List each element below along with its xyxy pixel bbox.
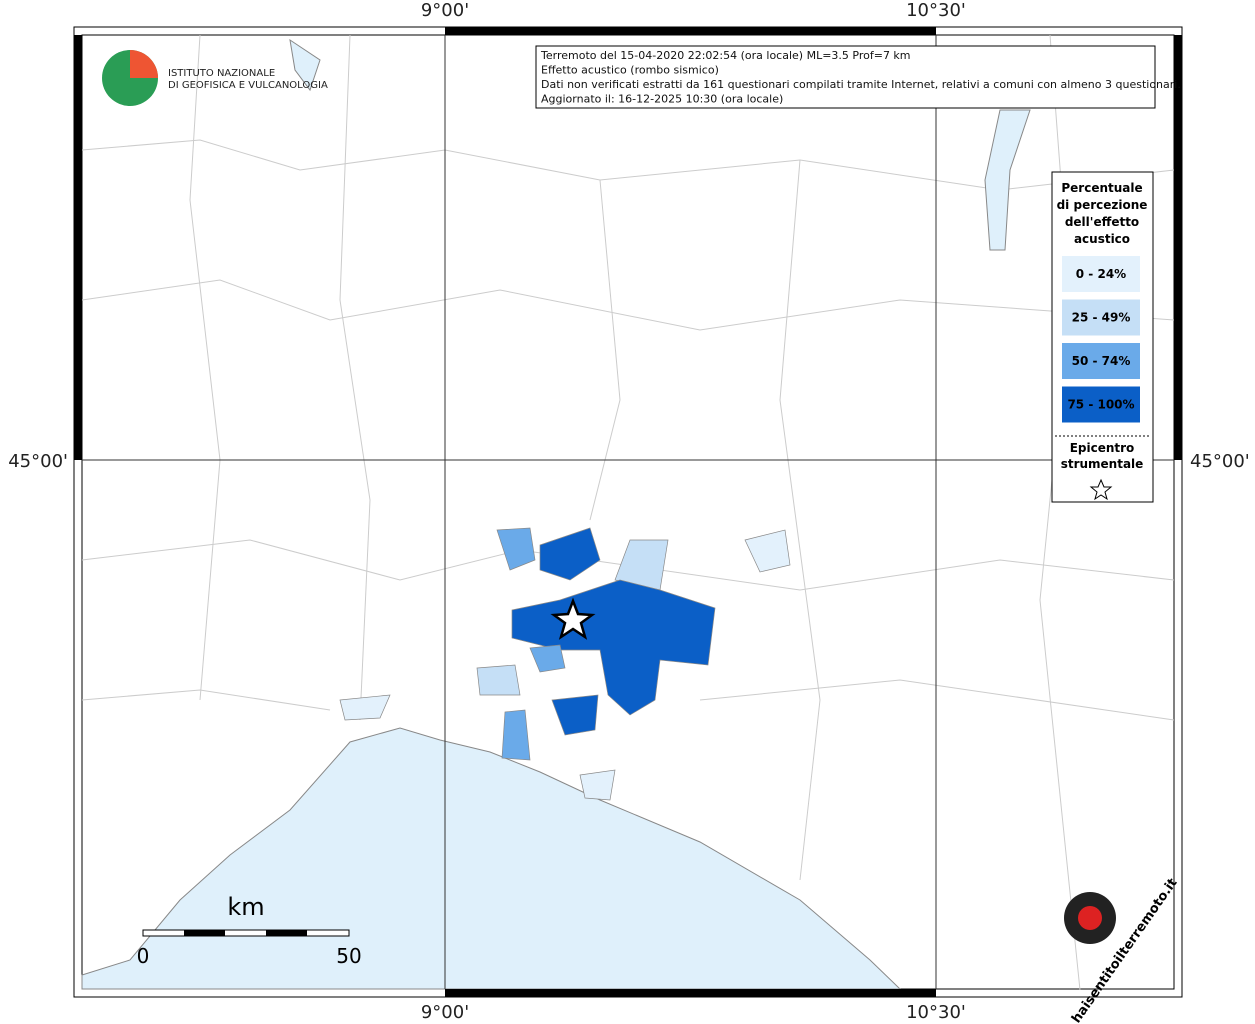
scale-unit: km [227, 893, 264, 921]
legend-swatch [1062, 386, 1140, 423]
scale-label: 0 [137, 944, 150, 968]
lon-label: 10°30' [906, 0, 966, 21]
legend-epicenter-label: Epicentro [1070, 441, 1135, 455]
logo-text: ISTITUTO NAZIONALE [168, 68, 275, 79]
legend-epicenter-label: strumentale [1061, 457, 1144, 471]
scale-label: 50 [336, 944, 361, 968]
sea [81, 727, 902, 990]
epicenter [550, 597, 596, 640]
legend-swatch [1062, 343, 1140, 379]
graticule [82, 35, 1174, 989]
info-line: Effetto acustico (rombo sismico) [541, 64, 719, 77]
scalebar [142, 929, 350, 937]
lake [984, 109, 1031, 251]
info-box [535, 45, 1156, 109]
legend [1051, 171, 1154, 503]
legend-label: 0 - 24% [1076, 267, 1126, 281]
legend-title: Percentuale [1061, 181, 1142, 195]
info-line: Dati non verificati estratti da 161 ques… [541, 78, 1181, 91]
lon-label: 10°30' [906, 1002, 966, 1023]
legend-title: acustico [1074, 232, 1130, 246]
legend-title: di percezione [1057, 198, 1148, 212]
legend-epicenter [1089, 478, 1113, 501]
lat-label: 45°00' [1190, 451, 1250, 472]
lon-label: 9°00' [421, 0, 469, 21]
site-logo [1078, 906, 1102, 930]
logo-globe [130, 50, 158, 78]
legend-swatch [1062, 299, 1140, 336]
lat-label: 45°00' [8, 451, 68, 472]
lake [289, 38, 321, 92]
legend-label: 75 - 100% [1067, 398, 1134, 412]
info-line: Terremoto del 15-04-2020 22:02:54 (ora l… [540, 49, 911, 62]
legend-label: 25 - 49% [1072, 311, 1131, 325]
legend-swatch [1062, 256, 1140, 292]
lon-label: 9°00' [421, 1002, 469, 1023]
info-line: Aggiornato il: 16-12-2025 10:30 (ora loc… [541, 93, 783, 106]
logo-text: DI GEOFISICA E VULCANOLOGIA [168, 80, 328, 91]
frame-bars [74, 27, 1182, 997]
legend-title: dell'effetto [1065, 215, 1139, 229]
info: Terremoto del 15-04-2020 22:02:54 (ora l… [540, 49, 1181, 106]
legend-label: 50 - 74% [1072, 354, 1131, 368]
legend-items: Percentuale di percezione dell'effetto acus… [1057, 181, 1148, 471]
